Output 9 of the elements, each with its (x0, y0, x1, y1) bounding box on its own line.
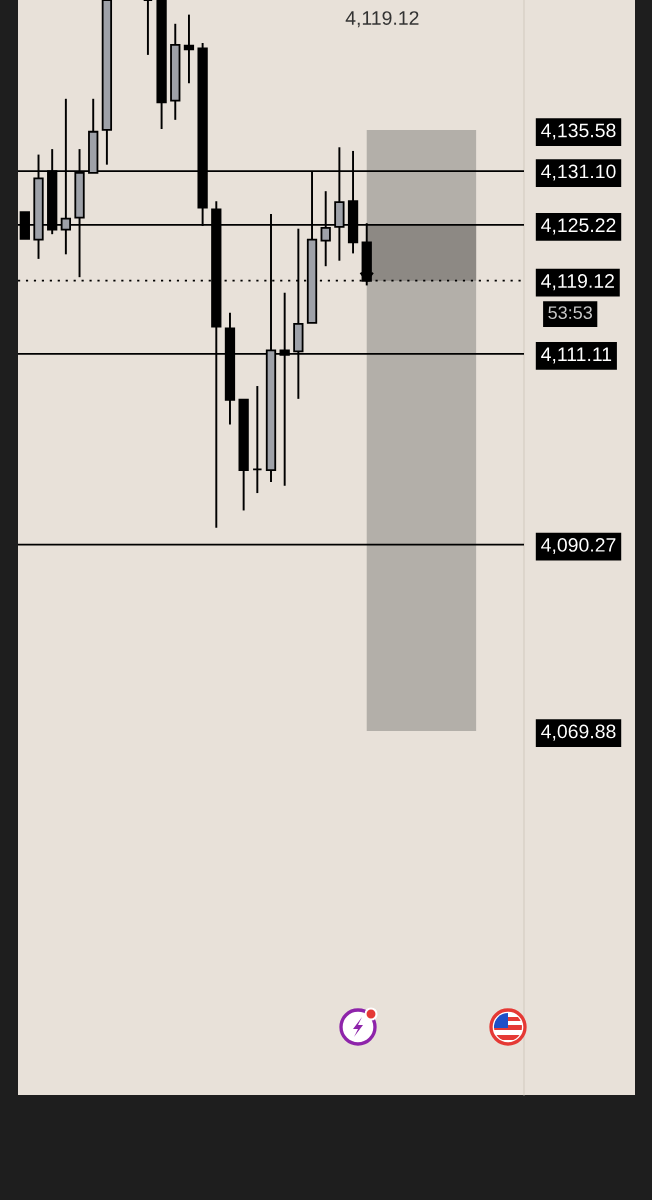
y-tick-label: 4,135.58 (541, 123, 616, 140)
y-tick-label: 4,131.10 (541, 164, 616, 181)
y-tick-label: 4,090.27 (541, 538, 616, 555)
y-tick-label: 4,111.11 (541, 347, 612, 364)
annotation: 4,119.12 (345, 11, 419, 28)
y-tick-label: 4,069.88 (541, 724, 616, 741)
y-tick-label: 4,125.22 (541, 218, 616, 235)
y-tick-label: 4,119.12 (541, 274, 614, 291)
text: 53:53 (548, 306, 592, 320)
